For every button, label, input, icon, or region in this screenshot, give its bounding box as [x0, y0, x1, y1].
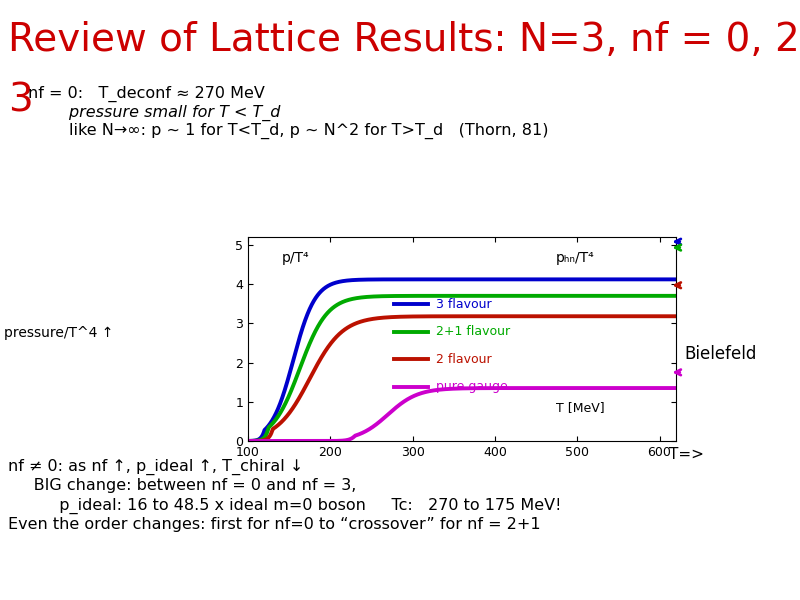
Text: Review of Lattice Results: N=3, nf = 0, 2, 2+1,: Review of Lattice Results: N=3, nf = 0, … [8, 21, 800, 59]
Text: pressure small for T < T_d: pressure small for T < T_d [28, 105, 280, 121]
Text: like N→∞: p ~ 1 for T<T_d, p ~ N^2 for T>T_d   (Thorn, 81): like N→∞: p ~ 1 for T<T_d, p ~ N^2 for T… [28, 123, 549, 139]
Text: nf ≠ 0: as nf ↑, p_ideal ↑, T_chiral ↓: nf ≠ 0: as nf ↑, p_ideal ↑, T_chiral ↓ [8, 459, 303, 475]
Text: p/T⁴: p/T⁴ [282, 251, 310, 265]
Text: Even the order changes: first for nf=0 to “crossover” for nf = 2+1: Even the order changes: first for nf=0 t… [8, 517, 541, 532]
Text: T=>: T=> [669, 447, 704, 462]
Text: pressure/T^4 ↑: pressure/T^4 ↑ [4, 326, 114, 340]
Text: BIG change: between nf = 0 and nf = 3,: BIG change: between nf = 0 and nf = 3, [8, 478, 356, 493]
Text: 3 flavour: 3 flavour [436, 298, 492, 311]
Text: pₕₙ/T⁴: pₕₙ/T⁴ [556, 251, 595, 265]
Text: pure gauge: pure gauge [436, 380, 508, 394]
Text: 2+1 flavour: 2+1 flavour [436, 325, 510, 338]
Text: 2 flavour: 2 flavour [436, 353, 492, 366]
Text: nf = 0:   T_deconf ≈ 270 MeV: nf = 0: T_deconf ≈ 270 MeV [28, 86, 265, 102]
Text: p_ideal: 16 to 48.5 x ideal m=0 boson     Tc:   270 to 175 MeV!: p_ideal: 16 to 48.5 x ideal m=0 boson Tc… [8, 497, 562, 514]
Text: T [MeV]: T [MeV] [556, 401, 605, 415]
Text: 3: 3 [8, 81, 33, 119]
Text: Bielefeld: Bielefeld [684, 345, 756, 363]
